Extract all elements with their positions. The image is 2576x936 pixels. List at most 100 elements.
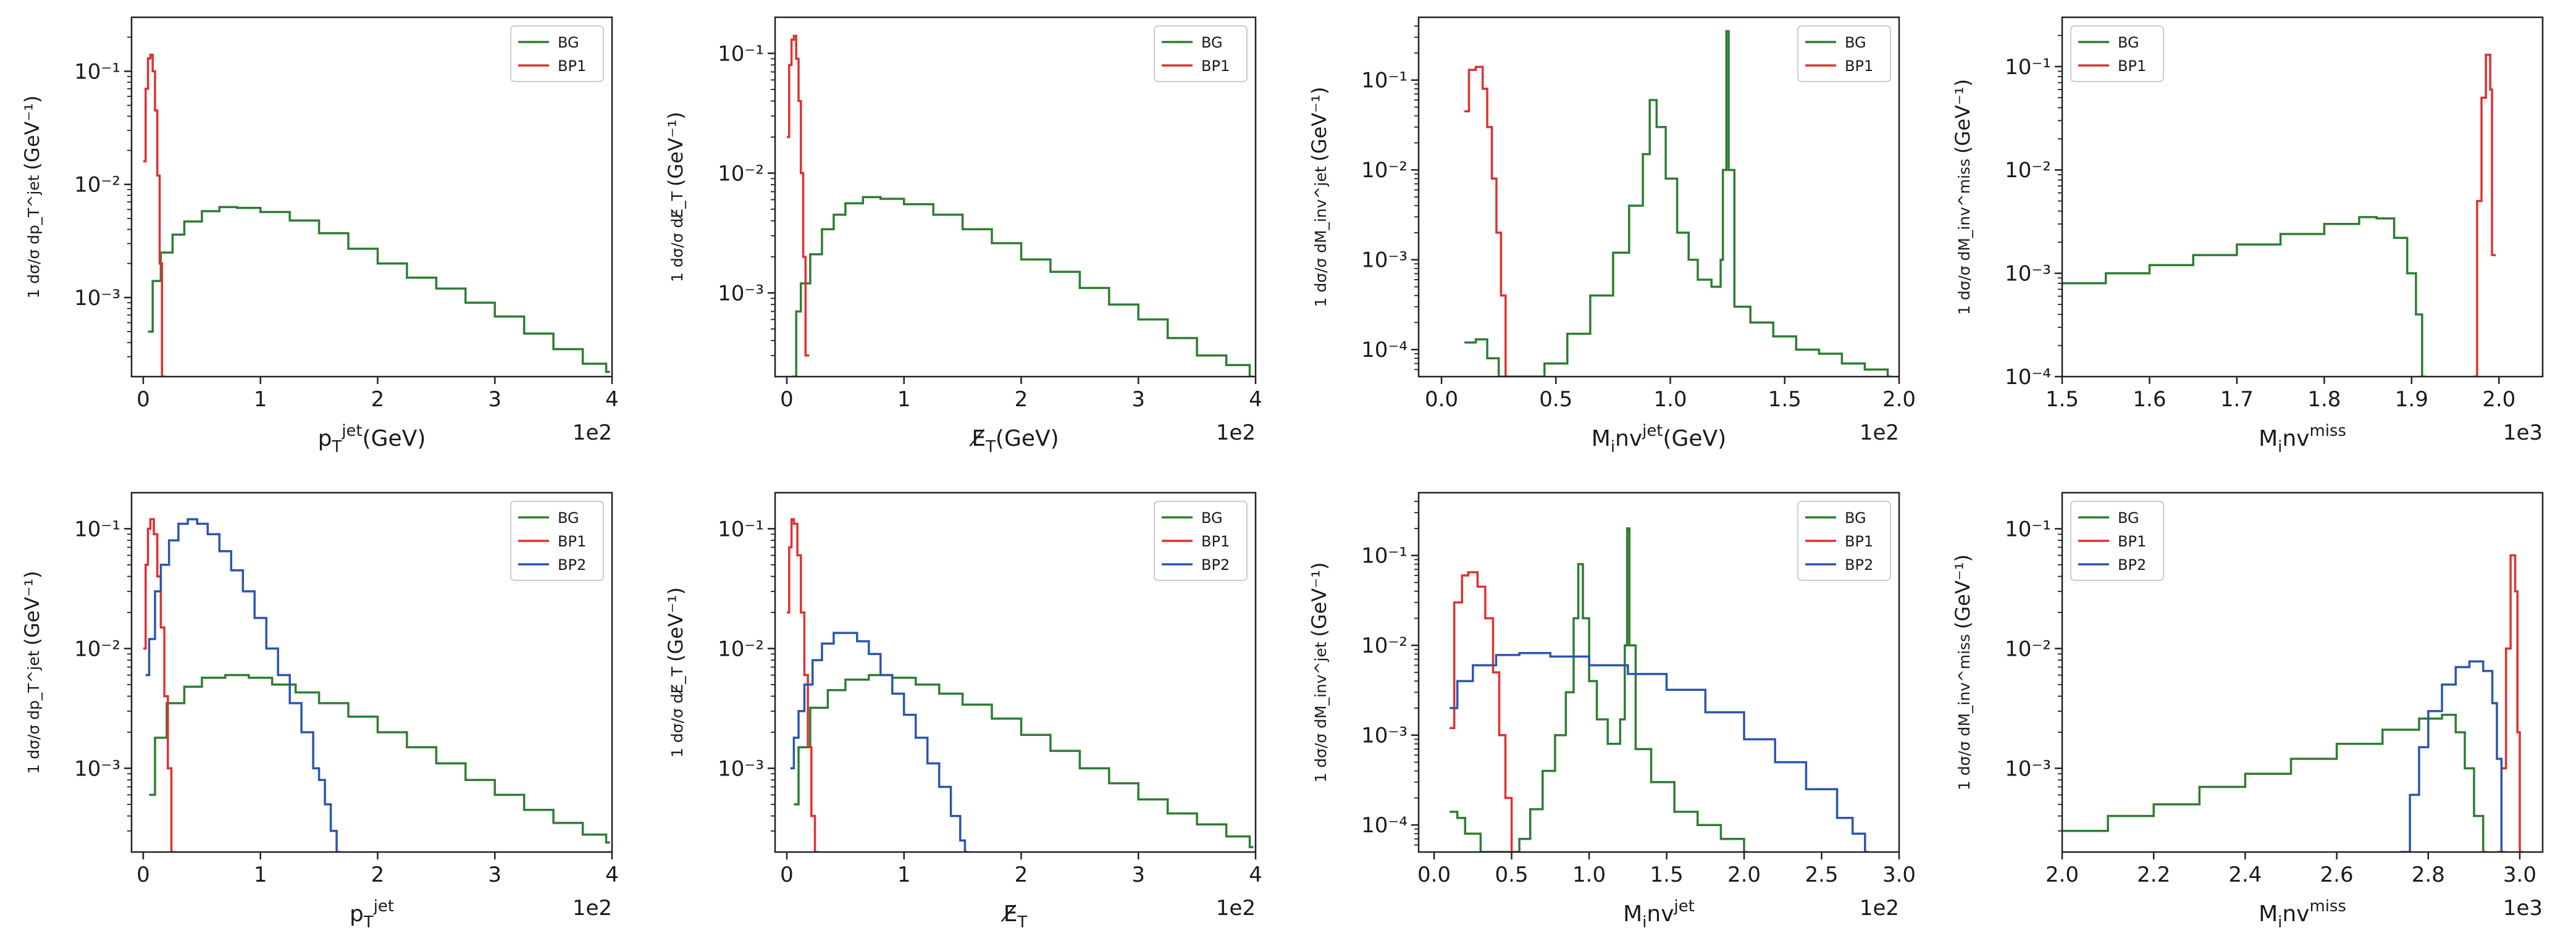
x-scale-label: 1e3: [2503, 896, 2543, 921]
x-tick-label: 0.0: [1425, 387, 1458, 412]
legend: BG BP1 BP2: [1797, 501, 1891, 581]
series-line-bg: [791, 196, 1254, 377]
series-line-bg: [148, 206, 610, 374]
x-tick-label: 0: [780, 387, 794, 412]
y-axis-label: 1 dσ/σ dM_inv^jet (GeV⁻¹): [1307, 562, 1331, 783]
legend-label-bp2: BP2: [1845, 556, 1873, 574]
y-tick-label: 10⁻³: [74, 286, 120, 311]
series-line-bp1: [787, 35, 810, 357]
x-tick-label: 0.5: [1539, 387, 1572, 412]
y-tick-label: 10⁻¹: [1361, 69, 1408, 93]
legend: BG BP1 BP2: [1154, 501, 1248, 581]
y-tick-label: 10⁻¹: [718, 41, 764, 66]
x-tick-label: 2: [1015, 863, 1028, 887]
y-tick-label: 10⁻²: [1361, 633, 1408, 658]
x-tick-label: 1: [897, 387, 911, 412]
x-tick-label: 4: [1249, 387, 1262, 412]
series-line-bp2: [2401, 660, 2506, 852]
y-tick-label: 10⁻¹: [2005, 55, 2051, 80]
legend-label-bg: BG: [2118, 509, 2139, 527]
legend-label-bp1: BP1: [558, 57, 586, 75]
legend: BG BP1: [1154, 25, 1248, 82]
y-tick-label: 10⁻²: [718, 161, 764, 186]
x-axis-label: E̸T: [1001, 901, 1027, 932]
x-scale-label: 1e2: [1216, 420, 1256, 445]
legend-label-bp2: BP2: [2118, 556, 2146, 574]
x-tick-label: 1: [254, 863, 267, 887]
axes-frame: [2061, 16, 2544, 378]
legend-box: [1797, 501, 1891, 581]
x-tick-label: 2.0: [1882, 387, 1916, 412]
x-tick-label: 2.6: [2320, 863, 2354, 887]
legend-label-bp1: BP1: [1201, 57, 1230, 75]
legend-label-bg: BG: [558, 509, 579, 527]
series-line-bp1: [1464, 65, 1509, 377]
series-line-bp1: [2472, 54, 2496, 377]
series-line-bp2: [790, 632, 969, 852]
x-axis-label: Minvjet: [1623, 897, 1695, 932]
series-line-bp2: [1450, 651, 1869, 852]
y-tick-label: 10⁻³: [1361, 724, 1408, 748]
legend-label-bg: BG: [558, 34, 579, 51]
legend-label-bg: BG: [1845, 509, 1866, 527]
x-tick-label: 4: [605, 863, 619, 887]
y-tick-label: 10⁻⁴: [1361, 813, 1408, 838]
x-axis-label: Minvmiss: [2259, 422, 2346, 456]
panel-0-3: 1.5 1.6 1.7 1.8 1.9 2.0 10⁻⁴ 10⁻³ 10⁻² 10⁻¹ 1e3 Min…: [1951, 16, 2544, 456]
series-line-bp2: [145, 518, 341, 852]
x-tick-label: 1.6: [2133, 387, 2166, 412]
x-tick-label: 3: [1131, 387, 1145, 412]
y-axis-label: 1 dσ/σ dE̸_T (GeV⁻¹): [664, 587, 687, 758]
panel-1-2: 0.0 0.5 1.0 1.5 2.0 2.5 3.0 10⁻⁴ 10⁻³ 10⁻² 10⁻¹ 1e2…: [1307, 491, 1916, 932]
legend-box: [510, 501, 604, 581]
x-tick-label: 2.0: [2482, 387, 2515, 412]
y-tick-label: 10⁻²: [718, 637, 764, 661]
series-line-bg: [2062, 713, 2487, 852]
x-tick-label: 2.5: [1805, 863, 1838, 887]
x-tick-label: 1.8: [2307, 387, 2341, 412]
x-tick-label: 2.8: [2412, 863, 2445, 887]
x-tick-label: 2: [371, 863, 385, 887]
legend: BG BP1: [510, 25, 604, 82]
series-line-bg: [149, 674, 610, 844]
y-axis-label: 1 dσ/σ dp_T^jet (GeV⁻¹): [20, 96, 44, 299]
axes-frame: [2061, 491, 2544, 853]
legend: BG BP1 BP2: [2070, 501, 2164, 581]
legend: BG BP1 BP2: [510, 501, 604, 581]
y-axis-label: 1 dσ/σ dp_T^jet (GeV⁻¹): [20, 571, 44, 774]
series-line-bg: [1464, 30, 1892, 377]
x-tick-label: 3.0: [1882, 863, 1916, 887]
x-scale-label: 1e3: [2503, 420, 2543, 445]
y-tick-label: 10⁻³: [2005, 262, 2051, 286]
x-tick-label: 0.0: [1417, 863, 1451, 887]
panel-0-0: 0 1 2 3 4 10⁻³ 10⁻² 10⁻¹ 1e2 pTjet(GeV) 1 dσ/σ dp_…: [20, 16, 619, 456]
panel-0-2: 0.0 0.5 1.0 1.5 2.0 10⁻⁴ 10⁻³ 10⁻² 10⁻¹ 1e2 Minvje…: [1307, 16, 1916, 456]
y-tick-label: 10⁻²: [2005, 158, 2051, 183]
x-scale-label: 1e2: [1860, 420, 1899, 445]
y-tick-label: 10⁻¹: [1361, 544, 1408, 569]
x-axis-label: Minvjet(GeV): [1592, 422, 1726, 456]
x-scale-label: 1e2: [573, 896, 612, 921]
x-tick-label: 1.5: [2045, 387, 2079, 412]
panel-1-1: 0 1 2 3 4 10⁻³ 10⁻² 10⁻¹ 1e2 E̸T 1 dσ/σ dE̸_T (GeV…: [664, 491, 1262, 932]
x-scale-label: 1e2: [1216, 896, 1256, 921]
legend-label-bp1: BP1: [2118, 533, 2146, 550]
x-tick-label: 1.0: [1653, 387, 1687, 412]
axes-frame: [130, 16, 613, 378]
legend-label-bp1: BP1: [1845, 533, 1873, 550]
panel-0-1: 0 1 2 3 4 10⁻³ 10⁻² 10⁻¹ 1e2 E̸T(GeV) 1 dσ/σ dE̸_T…: [664, 16, 1262, 456]
legend-label-bp1: BP1: [1845, 57, 1873, 75]
y-tick-label: 10⁻⁴: [2005, 365, 2051, 390]
x-tick-label: 0: [136, 863, 150, 887]
y-tick-label: 10⁻³: [74, 756, 120, 781]
x-tick-label: 1: [254, 387, 267, 412]
x-tick-label: 4: [1249, 863, 1262, 887]
legend-label-bg: BG: [1201, 509, 1223, 527]
x-tick-label: 4: [605, 387, 619, 412]
legend-label-bp2: BP2: [1201, 556, 1230, 574]
y-tick-label: 10⁻¹: [2005, 517, 2051, 541]
legend-box: [510, 25, 604, 82]
y-tick-label: 10⁻³: [718, 281, 764, 306]
legend-label-bp2: BP2: [558, 556, 586, 574]
legend-box: [1154, 25, 1248, 82]
